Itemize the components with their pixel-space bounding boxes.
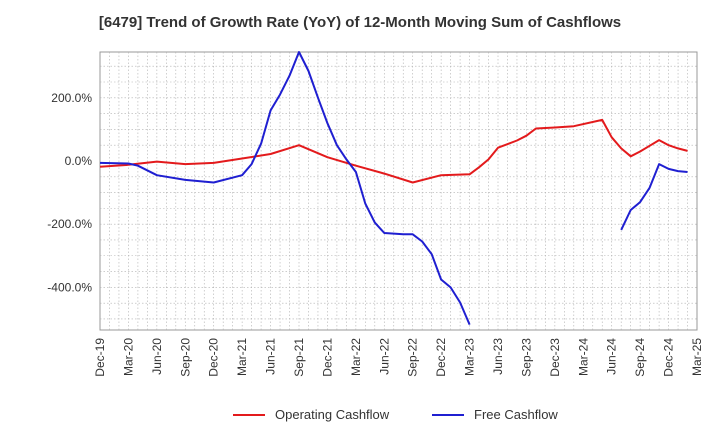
x-tick-label: Mar-24: [576, 338, 590, 376]
x-tick-label: Jun-20: [150, 338, 164, 375]
chart-title: [6479] Trend of Growth Rate (YoY) of 12-…: [98, 14, 622, 31]
x-tick-label: Dec-24: [662, 338, 676, 377]
series-line-free-cashflow: [99, 51, 471, 325]
plot-area: [99, 51, 698, 331]
legend: Operating Cashflow Free Cashflow: [233, 407, 558, 422]
y-tick-label: 0.0%: [65, 154, 93, 168]
series-line-operating-cashflow: [99, 118, 688, 184]
x-tick-label: Dec-20: [207, 338, 221, 377]
grid-layer: [100, 52, 697, 330]
y-tick-label: -400.0%: [47, 280, 92, 294]
x-tick-label: Mar-22: [349, 338, 363, 376]
x-tick-label: Mar-21: [235, 338, 249, 376]
legend-label: Operating Cashflow: [275, 407, 390, 422]
series-layer: [99, 51, 688, 325]
series-line-free-cashflow: [620, 163, 688, 231]
x-tick-label: Dec-19: [93, 338, 107, 377]
x-tick-label: Mar-20: [121, 338, 135, 376]
x-tick-label: Dec-22: [434, 338, 448, 377]
axis-layer: 200.0% 0.0% -200.0% -400.0% Dec-19 Mar-20 Jun-…: [47, 91, 704, 377]
x-tick-label: Sep-22: [406, 338, 420, 377]
legend-label: Free Cashflow: [474, 407, 558, 422]
x-tick-label: Mar-23: [463, 338, 477, 376]
x-tick-label: Jun-24: [605, 338, 619, 375]
x-tick-label: Dec-23: [548, 338, 562, 377]
y-tick-label: 200.0%: [51, 91, 92, 105]
x-tick-label: Sep-21: [292, 338, 306, 377]
x-tick-label: Dec-21: [320, 338, 334, 377]
x-tick-label: Jun-21: [264, 338, 278, 375]
x-tick-label: Mar-25: [690, 338, 704, 376]
x-tick-label: Sep-24: [633, 338, 647, 377]
x-tick-label: Jun-23: [491, 338, 505, 375]
x-tick-label: Jun-22: [377, 338, 391, 375]
y-tick-label: -200.0%: [47, 217, 92, 231]
x-tick-label: Sep-20: [178, 338, 192, 377]
x-tick-label: Sep-23: [519, 338, 533, 377]
